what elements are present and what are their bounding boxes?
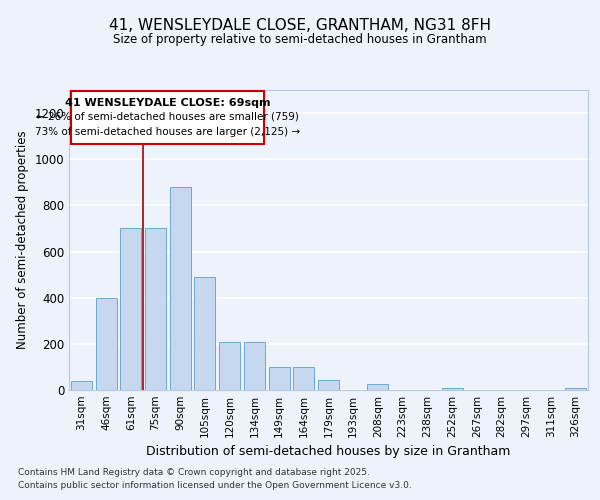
Bar: [120, 228, 141, 390]
X-axis label: Distribution of semi-detached houses by size in Grantham: Distribution of semi-detached houses by …: [146, 446, 511, 458]
Y-axis label: Number of semi-detached properties: Number of semi-detached properties: [16, 130, 29, 350]
Bar: [565, 388, 586, 390]
Text: Contains public sector information licensed under the Open Government Licence v3: Contains public sector information licen…: [18, 480, 412, 490]
Bar: [95, 298, 116, 390]
Text: 73% of semi-detached houses are larger (2,125) →: 73% of semi-detached houses are larger (…: [35, 128, 301, 138]
FancyBboxPatch shape: [71, 91, 264, 144]
Bar: [170, 187, 191, 390]
Text: 41 WENSLEYDALE CLOSE: 69sqm: 41 WENSLEYDALE CLOSE: 69sqm: [65, 98, 271, 108]
Text: 41, WENSLEYDALE CLOSE, GRANTHAM, NG31 8FH: 41, WENSLEYDALE CLOSE, GRANTHAM, NG31 8F…: [109, 18, 491, 32]
Bar: [318, 380, 339, 390]
Bar: [367, 384, 388, 390]
Bar: [219, 342, 240, 390]
Text: ← 26% of semi-detached houses are smaller (759): ← 26% of semi-detached houses are smalle…: [37, 112, 299, 122]
Text: Contains HM Land Registry data © Crown copyright and database right 2025.: Contains HM Land Registry data © Crown c…: [18, 468, 370, 477]
Bar: [194, 277, 215, 390]
Bar: [145, 228, 166, 390]
Bar: [293, 367, 314, 390]
Text: Size of property relative to semi-detached houses in Grantham: Size of property relative to semi-detach…: [113, 32, 487, 46]
Bar: [269, 367, 290, 390]
Bar: [244, 342, 265, 390]
Bar: [71, 381, 92, 390]
Bar: [442, 388, 463, 390]
